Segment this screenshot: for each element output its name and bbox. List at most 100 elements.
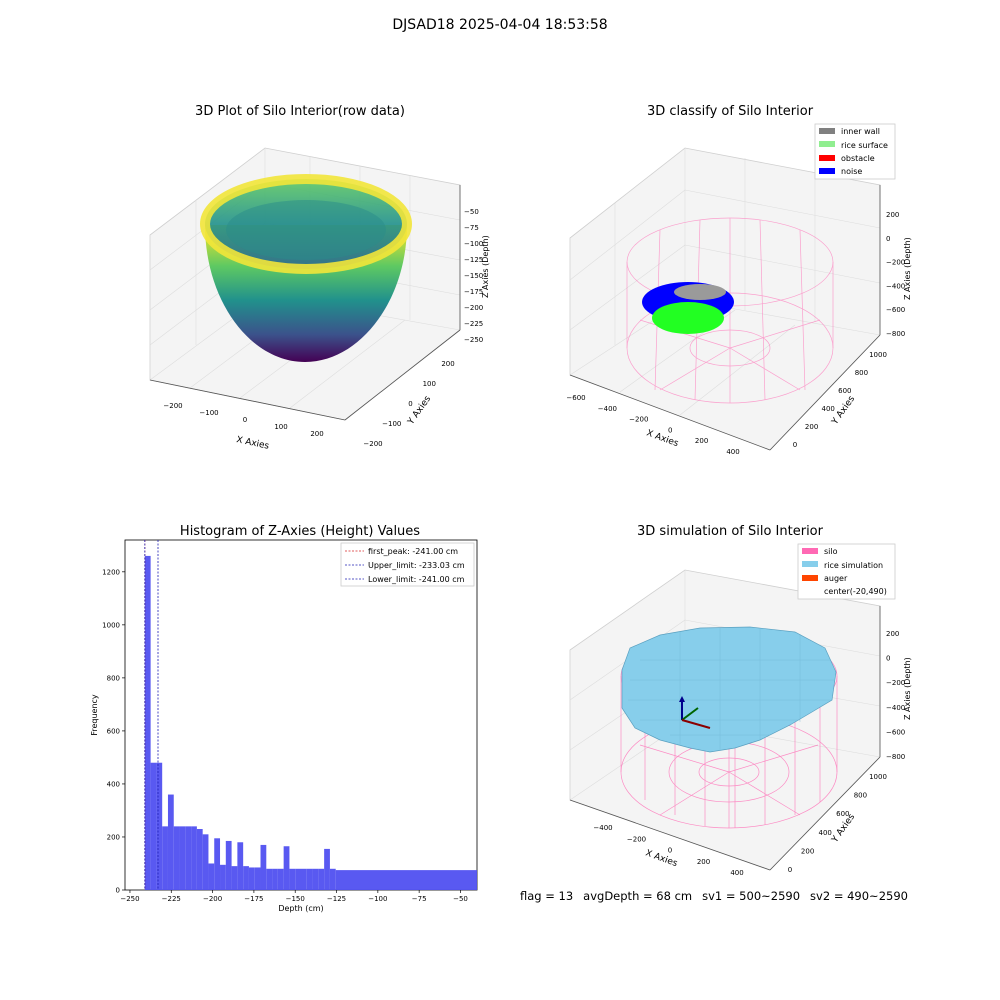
histogram-x-tick: −250: [120, 895, 139, 903]
plot2-x-label: X Axies: [645, 428, 680, 449]
plot4-y-tick: 400: [819, 829, 832, 837]
histogram-bar: [318, 868, 325, 890]
legend-swatch-auger: [802, 575, 818, 581]
plot4-y-tick: 1000: [869, 773, 887, 781]
histogram-x-tick: −100: [368, 895, 387, 903]
legend-noise: noise: [841, 167, 862, 176]
histogram-y-tick: 1000: [102, 621, 120, 629]
histogram-x-tick: −125: [327, 895, 346, 903]
histogram-legend: first_peak: -241.00 cm Upper_limit: -233…: [340, 542, 475, 587]
legend-swatch-obstacle: [819, 155, 835, 161]
plot2-x-tick: −400: [598, 405, 617, 413]
plot1-x-label: X Axies: [235, 435, 270, 452]
plot1-title: 3D Plot of Silo Interior(row data): [195, 104, 405, 119]
footer-sv2: sv2 = 490~2590: [810, 889, 908, 903]
plot4-y-tick: 0: [788, 866, 792, 874]
legend-swatch-rice-surface: [819, 141, 835, 147]
plot2-x-tick: −600: [566, 394, 585, 402]
footer-sv1: sv1 = 500~2590: [702, 889, 801, 903]
plot2-y-tick: 200: [805, 423, 818, 431]
plot1-x-tick: −200: [163, 402, 182, 410]
histogram-bar: [312, 868, 319, 890]
plot4-z-tick: −200: [886, 679, 905, 687]
plot4-y-tick: 200: [801, 847, 814, 855]
histogram-bar: [329, 868, 336, 890]
plot1-z-tick: −250: [464, 336, 483, 344]
plot2-legend: inner wall rice surface obstacle noise: [814, 123, 896, 180]
histogram-bar: [295, 868, 301, 890]
plot1-x-tick: 200: [310, 430, 323, 438]
histogram-bar: [162, 826, 168, 890]
plot1-x-ticks: −200 −100 0 100 200: [163, 402, 323, 438]
plot2-y-tick: 400: [822, 405, 835, 413]
histogram-bar: [214, 838, 221, 890]
histogram-bar: [243, 866, 249, 890]
histogram-bar: [306, 868, 313, 890]
histogram-y-tick: 1200: [102, 568, 120, 576]
plot2-z-ticks: 200 0 −200 −400 −600 −800: [886, 211, 905, 338]
plot4-z-tick: −400: [886, 704, 905, 712]
histogram-bar: [289, 868, 296, 890]
histogram-bars: [144, 555, 477, 890]
histogram-bar: [266, 868, 273, 890]
plot2-x-ticks: −600 −400 −200 0 200 400: [566, 394, 739, 456]
plot4-z-tick: −600: [886, 728, 905, 736]
plot4-title: 3D simulation of Silo Interior: [637, 524, 823, 539]
histogram-bar: [156, 762, 163, 890]
histogram-bar: [173, 826, 180, 890]
plot2-z-tick: 0: [886, 235, 890, 243]
histogram-bar: [208, 863, 215, 890]
plot1-z-tick: −225: [464, 320, 483, 328]
plot4-x-tick: −400: [593, 824, 612, 832]
plot4-z-tick: 200: [886, 630, 899, 638]
plot4-z-label: Z Axies (Depth): [903, 657, 912, 720]
plot1-y-tick: −200: [363, 440, 382, 448]
histogram-bar: [167, 794, 174, 890]
histogram-bar: [335, 870, 477, 890]
plot2-z-tick: −400: [886, 282, 905, 290]
histogram-bar: [272, 868, 278, 890]
histogram-bar: [237, 842, 244, 890]
plot1-x-tick: 100: [274, 423, 287, 431]
plot1-z-tick: −175: [464, 288, 483, 296]
legend-swatch-silo: [802, 548, 818, 554]
plot2-axes: −600 −400 −200 0 200 400 0 200 400 600 800 1000 20…: [566, 123, 912, 456]
histogram-bar: [277, 868, 284, 890]
plot4-x-ticks: −400 −200 0 200 400: [593, 824, 743, 877]
plot1-z-label: Z Axies (Depth): [481, 235, 490, 298]
plot2-x-tick: 0: [668, 426, 672, 434]
legend-obstacle: obstacle: [841, 154, 875, 163]
footer-flag: flag = 13: [520, 889, 574, 903]
histogram-x-tick: −150: [286, 895, 305, 903]
plot1-x-tick: −100: [199, 409, 218, 417]
histogram-y-tick: 200: [107, 833, 120, 841]
histogram-bar: [324, 848, 330, 890]
plot1-z-tick: −125: [464, 256, 483, 264]
plot4-x-tick: 200: [697, 858, 710, 866]
legend-rice-surface: rice surface: [841, 141, 888, 150]
plot1-z-tick: −50: [464, 208, 479, 216]
plot2-y-tick: 600: [838, 387, 851, 395]
plot2-y-tick: 0: [793, 441, 797, 449]
plot1-z-ticks: −50 −75 −100 −125 −150 −175 −200 −225 −250: [464, 208, 483, 344]
plot2-z-tick: 200: [886, 211, 899, 219]
plot4-y-tick: 600: [836, 810, 849, 818]
plot1-axes: −200 −100 0 100 200 −200 −100 0 100 200 −50 −75 −1…: [149, 147, 490, 452]
histogram-bar: [191, 826, 197, 890]
plot4-x-tick: −200: [627, 835, 646, 843]
histogram-x-ticks: −250 −225 −200 −175 −150 −125 −100 −75 −50: [120, 890, 468, 903]
plot1-y-tick: 0: [408, 400, 412, 408]
plot2-title: 3D classify of Silo Interior: [646, 104, 814, 119]
plot4-x-tick: 400: [730, 869, 743, 877]
plot1-z-tick: −200: [464, 304, 483, 312]
histogram-bar: [254, 867, 261, 890]
legend-silo: silo: [824, 547, 838, 556]
histogram-y-tick: 0: [116, 887, 120, 895]
plot2-y-tick: 800: [855, 369, 868, 377]
histogram-x-tick: −225: [162, 895, 181, 903]
figure-title: DJSAD18 2025-04-04 18:53:58: [392, 17, 608, 33]
legend-swatch-inner-wall: [819, 128, 835, 134]
legend-rice-simulation: rice simulation: [824, 561, 883, 570]
histogram-bar: [179, 826, 186, 890]
